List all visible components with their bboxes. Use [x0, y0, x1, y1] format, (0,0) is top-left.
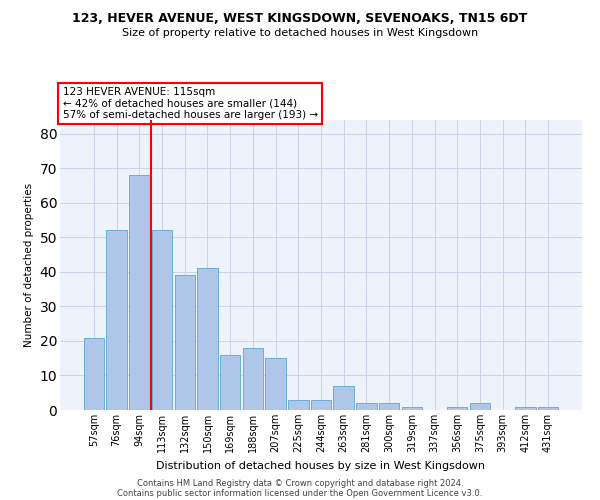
Bar: [401, 406, 422, 410]
Bar: [379, 403, 400, 410]
Bar: [197, 268, 218, 410]
Bar: [538, 406, 558, 410]
Bar: [447, 406, 467, 410]
Bar: [175, 276, 195, 410]
Bar: [356, 403, 377, 410]
Bar: [515, 406, 536, 410]
Bar: [334, 386, 354, 410]
Bar: [220, 355, 241, 410]
Bar: [311, 400, 331, 410]
Text: Size of property relative to detached houses in West Kingsdown: Size of property relative to detached ho…: [122, 28, 478, 38]
Bar: [242, 348, 263, 410]
Bar: [106, 230, 127, 410]
X-axis label: Distribution of detached houses by size in West Kingsdown: Distribution of detached houses by size …: [157, 460, 485, 470]
Text: Contains public sector information licensed under the Open Government Licence v3: Contains public sector information licen…: [118, 488, 482, 498]
Y-axis label: Number of detached properties: Number of detached properties: [24, 183, 34, 347]
Bar: [470, 403, 490, 410]
Bar: [129, 175, 149, 410]
Text: 123 HEVER AVENUE: 115sqm
← 42% of detached houses are smaller (144)
57% of semi-: 123 HEVER AVENUE: 115sqm ← 42% of detach…: [62, 87, 318, 120]
Bar: [84, 338, 104, 410]
Bar: [152, 230, 172, 410]
Bar: [288, 400, 308, 410]
Text: Contains HM Land Registry data © Crown copyright and database right 2024.: Contains HM Land Registry data © Crown c…: [137, 478, 463, 488]
Bar: [265, 358, 286, 410]
Text: 123, HEVER AVENUE, WEST KINGSDOWN, SEVENOAKS, TN15 6DT: 123, HEVER AVENUE, WEST KINGSDOWN, SEVEN…: [73, 12, 527, 26]
